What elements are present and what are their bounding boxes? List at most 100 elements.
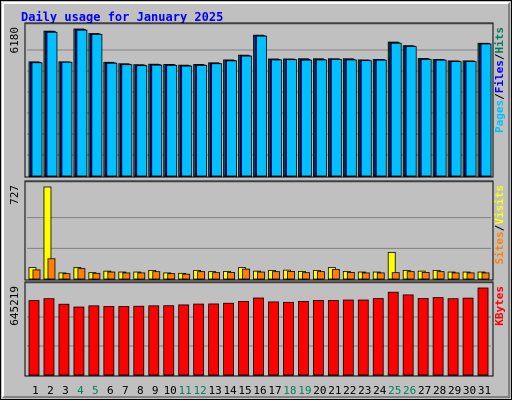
- bar-sites-day-29: [451, 272, 460, 280]
- bar-pages-day-8: [136, 65, 148, 177]
- panel-legend: Pages/Files/Hits: [493, 27, 506, 133]
- bar-kbytes-day-1: [28, 300, 40, 376]
- x-tick-label: 21: [328, 384, 341, 397]
- bar-sites-day-11: [182, 273, 191, 280]
- bar-pages-day-26: [405, 46, 417, 177]
- x-tick-label: 1: [32, 384, 39, 397]
- bar-sites-day-3: [62, 273, 71, 280]
- bar-pages-day-15: [241, 55, 252, 177]
- bar-kbytes-day-17: [268, 301, 279, 376]
- panel-visits-sites: 727 Sites/Visits: [8, 180, 506, 281]
- bar-pages-day-9: [151, 64, 163, 177]
- bar-kbytes-day-9: [148, 305, 160, 376]
- bar-kbytes-day-8: [133, 305, 145, 376]
- bar-pages-day-25: [390, 42, 402, 177]
- legend-entry: Files: [493, 60, 506, 93]
- bar-kbytes-day-28: [432, 297, 444, 376]
- bar-sites-day-24: [376, 272, 385, 280]
- bar-kbytes-day-31: [477, 287, 489, 376]
- chart-title: Daily usage for January 2025: [21, 10, 223, 24]
- x-tick-label: 8: [137, 384, 144, 397]
- bar-sites-day-13: [212, 272, 221, 280]
- x-tick-label: 16: [253, 384, 266, 397]
- x-tick-label: 30: [463, 384, 476, 397]
- bar-kbytes-day-11: [178, 304, 190, 376]
- bar-sites-day-9: [152, 271, 161, 280]
- x-tick-label: 22: [343, 384, 356, 397]
- bar-sites-day-23: [361, 272, 370, 280]
- bar-sites-day-1: [32, 269, 41, 280]
- bar-pages-day-29: [450, 61, 462, 177]
- x-tick-label: 15: [238, 384, 251, 397]
- x-tick-label: 4: [77, 384, 84, 397]
- bar-pages-day-10: [166, 64, 178, 177]
- x-tick-label: 2: [47, 384, 54, 397]
- panel-max-label: 727: [8, 185, 21, 205]
- x-tick-label: 6: [107, 384, 114, 397]
- bar-pages-day-23: [360, 60, 372, 177]
- bar-kbytes-day-27: [417, 298, 429, 376]
- bar-pages-day-3: [61, 61, 73, 177]
- panel-border: [24, 281, 494, 377]
- bar-sites-day-15: [242, 268, 250, 280]
- bar-sites-day-20: [316, 271, 325, 280]
- bar-sites-day-21: [331, 269, 340, 280]
- x-tick-label: 14: [223, 384, 237, 397]
- bar-kbytes-day-25: [387, 291, 399, 376]
- bar-kbytes-day-2: [43, 298, 55, 376]
- panel-kbytes: 645219 KBytes: [8, 281, 506, 377]
- bar-sites-day-16: [257, 271, 265, 280]
- x-tick-label: 31: [478, 384, 491, 397]
- bar-sites-day-10: [167, 273, 176, 280]
- bar-pages-day-7: [121, 64, 133, 177]
- bar-pages-day-19: [301, 59, 312, 177]
- bar-pages-day-21: [330, 59, 342, 177]
- x-tick-label: 20: [313, 384, 326, 397]
- bar-sites-day-22: [346, 272, 355, 280]
- bar-sites-day-6: [107, 271, 116, 280]
- bar-kbytes-day-13: [208, 303, 220, 376]
- panels-layer: 6180Pages/Files/Hits727Sites/Visits64521…: [8, 22, 506, 377]
- x-tick-label: 9: [152, 384, 159, 397]
- x-tick-label: 19: [298, 384, 311, 397]
- bar-kbytes-day-12: [193, 303, 205, 376]
- panel-border: [24, 22, 494, 178]
- bar-pages-day-24: [375, 59, 387, 177]
- legend-entry: Hits: [493, 27, 506, 54]
- bar-sites-day-4: [77, 268, 86, 280]
- legend-entry: Sites: [493, 231, 506, 264]
- bar-pages-day-30: [465, 61, 477, 177]
- legend-entry: KBytes: [493, 286, 506, 326]
- x-tick-label: 25: [388, 384, 401, 397]
- bar-sites-day-5: [92, 272, 101, 280]
- x-tick-label: 12: [194, 384, 207, 397]
- bar-sites-day-7: [122, 272, 131, 280]
- bar-sites-day-2: [47, 258, 56, 280]
- bar-kbytes-day-26: [402, 294, 414, 376]
- x-tick-label: 26: [403, 384, 416, 397]
- bar-pages-day-6: [106, 62, 118, 177]
- bar-sites-day-12: [197, 271, 206, 280]
- bar-kbytes-day-5: [88, 305, 100, 376]
- x-axis-labels: 1 2 3 4 5 6 7 8 9 10 11 12 13 14 15 16 17 18 19 20 21 22 23 24 2…: [32, 384, 491, 397]
- bar-kbytes-day-29: [447, 298, 459, 376]
- panel-max-label: 6180: [8, 27, 21, 54]
- x-tick-label: 23: [358, 384, 371, 397]
- panel-max-label: 645219: [8, 286, 21, 326]
- legend-entry: Pages: [493, 100, 506, 133]
- bar-kbytes-day-30: [462, 297, 474, 376]
- bar-pages-day-22: [345, 59, 357, 177]
- legend-entry: /: [493, 224, 506, 231]
- bar-kbytes-day-22: [342, 299, 354, 376]
- bar-kbytes-day-6: [103, 306, 115, 376]
- bar-pages-day-20: [315, 59, 327, 177]
- bar-sites-day-8: [137, 272, 146, 280]
- bar-pages-day-11: [181, 65, 193, 177]
- bar-sites-day-31: [481, 272, 490, 280]
- bar-visits-day-25: [387, 252, 396, 280]
- bar-kbytes-day-23: [357, 299, 369, 376]
- legend-entry: /: [493, 53, 506, 60]
